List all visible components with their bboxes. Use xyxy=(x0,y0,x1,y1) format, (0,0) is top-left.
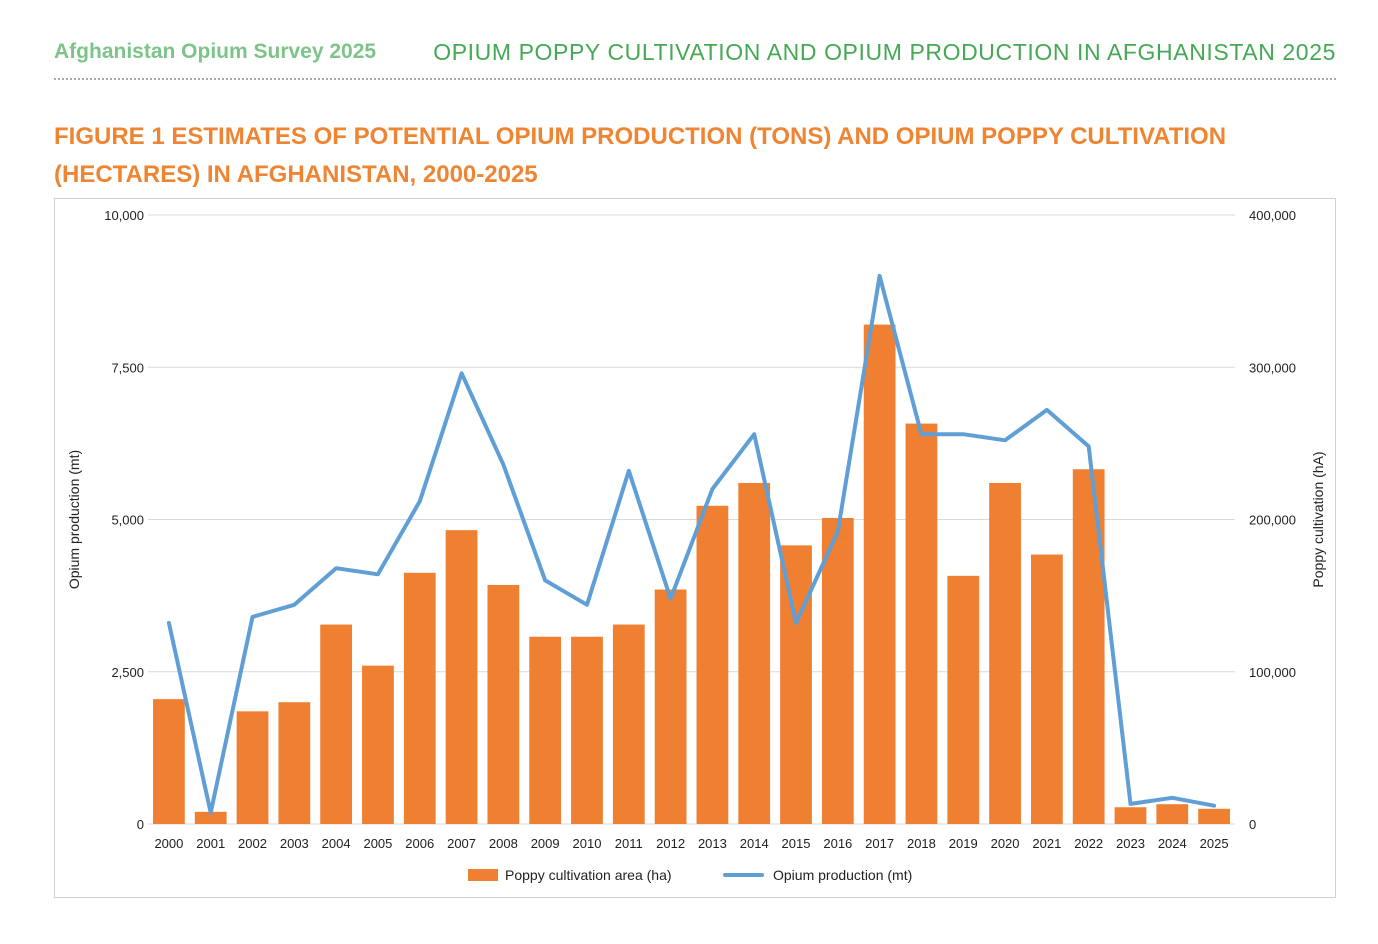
bar xyxy=(947,575,980,824)
x-tick-label: 2018 xyxy=(907,836,936,851)
bar xyxy=(362,665,394,824)
chart-frame xyxy=(54,198,1336,898)
bar xyxy=(654,589,687,824)
legend: Poppy cultivation area (ha) Opium product… xyxy=(468,867,912,883)
bar xyxy=(236,711,269,824)
x-tick-label: 2005 xyxy=(363,836,392,851)
x-tick-label: 2000 xyxy=(154,836,183,851)
bar xyxy=(487,584,520,824)
legend-swatch-bar xyxy=(468,869,498,881)
x-tick-label: 2017 xyxy=(865,836,894,851)
header-divider xyxy=(54,78,1336,80)
bar xyxy=(403,572,436,824)
figure-title: FIGURE 1 ESTIMATES OF POTENTIAL OPIUM PR… xyxy=(54,123,1227,188)
x-tick-label: 2009 xyxy=(531,836,560,851)
bar xyxy=(194,811,227,824)
x-tick-label: 2013 xyxy=(698,836,727,851)
x-tick-label: 2008 xyxy=(489,836,518,851)
y-tick-label-left: 10,000 xyxy=(104,208,144,223)
x-tick-label: 2007 xyxy=(447,836,476,851)
y-tick-label-left: 7,500 xyxy=(111,360,144,375)
axes: 0 0 2,500 100,000 5,000 200,000 7,500 300,000 10… xyxy=(66,208,1326,851)
survey-title: Afghanistan Opium Survey 2025 xyxy=(54,40,377,63)
x-tick-label: 2024 xyxy=(1158,836,1187,851)
x-tick-label: 2022 xyxy=(1074,836,1103,851)
y-tick-label-left: 2,500 xyxy=(111,665,144,680)
x-tick-label: 2006 xyxy=(405,836,434,851)
page-header: Afghanistan Opium Survey 2025 OPIUM POPP… xyxy=(0,0,1378,82)
y-tick-label-left: 0 xyxy=(137,817,144,832)
bar xyxy=(780,545,812,824)
x-tick-label: 2014 xyxy=(740,836,769,851)
section-title: OPIUM POPPY CULTIVATION AND OPIUM PRODUC… xyxy=(433,39,1336,65)
x-tick-label: 2001 xyxy=(196,836,225,851)
y-tick-label-right: 100,000 xyxy=(1249,665,1296,680)
legend-label-line: Opium production (mt) xyxy=(773,867,912,883)
line-series xyxy=(166,273,1217,815)
bar xyxy=(571,636,603,824)
y-tick-label-right: 0 xyxy=(1249,817,1256,832)
x-tick-label: 2020 xyxy=(991,836,1020,851)
bar xyxy=(989,482,1021,824)
y-tick-label-right: 400,000 xyxy=(1249,208,1296,223)
bar xyxy=(738,482,771,824)
bar xyxy=(445,530,478,824)
bar xyxy=(320,624,353,824)
bar xyxy=(278,702,311,824)
bar xyxy=(1198,808,1230,824)
bar xyxy=(1114,807,1147,824)
bar xyxy=(905,423,938,824)
y-tick-label-right: 200,000 xyxy=(1249,513,1296,528)
bar xyxy=(1030,554,1063,824)
x-tick-label: 2003 xyxy=(280,836,309,851)
bar xyxy=(696,505,729,824)
x-tick-label: 2012 xyxy=(656,836,685,851)
bar xyxy=(1156,804,1189,824)
x-tick-label: 2023 xyxy=(1116,836,1145,851)
x-tick-label: 2016 xyxy=(823,836,852,851)
bar xyxy=(612,624,645,824)
x-tick-label: 2015 xyxy=(782,836,811,851)
x-tick-label: 2011 xyxy=(615,836,643,851)
y-axis-title-left: Opium production (mt) xyxy=(66,450,82,589)
bar-series xyxy=(153,324,1230,824)
bar xyxy=(1072,469,1105,824)
x-tick-label: 2004 xyxy=(322,836,351,851)
y-tick-label-right: 300,000 xyxy=(1249,360,1296,375)
legend-label-bar: Poppy cultivation area (ha) xyxy=(505,867,672,883)
bar xyxy=(529,636,562,824)
bar xyxy=(821,517,854,824)
series-line-opium-production xyxy=(166,273,1217,815)
x-tick-label: 2025 xyxy=(1200,836,1229,851)
x-tick-label: 2010 xyxy=(573,836,602,851)
x-tick-label: 2021 xyxy=(1032,836,1061,851)
y-axis-title-right: Poppy cultivation (hA) xyxy=(1310,451,1326,587)
x-tick-label: 2002 xyxy=(238,836,267,851)
bar xyxy=(863,324,896,824)
y-tick-label-left: 5,000 xyxy=(111,513,144,528)
gridlines xyxy=(148,214,1235,825)
bar xyxy=(153,699,185,824)
x-tick-label: 2019 xyxy=(949,836,978,851)
